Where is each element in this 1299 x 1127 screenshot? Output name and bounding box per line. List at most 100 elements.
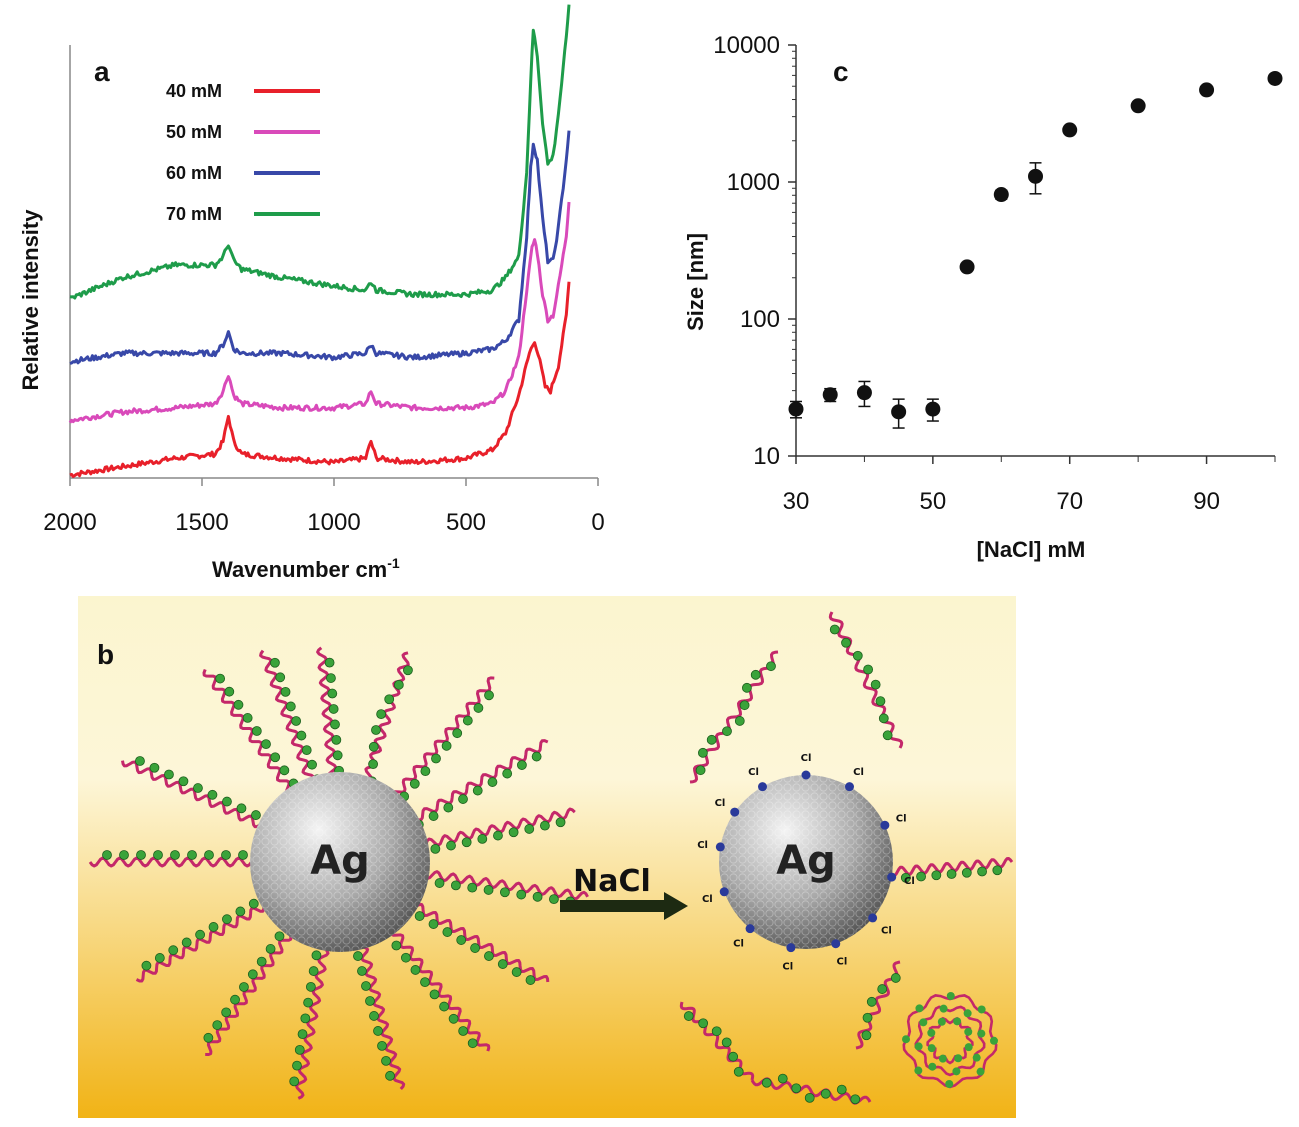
size-ticks: 10 100 1000 10000 30 50 70 90: [713, 32, 1276, 515]
charge-icon: [875, 696, 886, 707]
charge-icon: [181, 937, 192, 948]
charge-icon: [429, 989, 440, 1000]
size-data-point: [925, 401, 941, 417]
charge-icon: [728, 1051, 739, 1062]
charge-icon: [927, 1044, 936, 1053]
charge-icon: [361, 981, 371, 991]
polymer-strand-bound: [121, 756, 269, 829]
charge-icon: [458, 1026, 469, 1036]
charge-icon: [820, 1088, 831, 1099]
charge-icon: [265, 944, 276, 954]
chloride-ion-icon: [758, 782, 767, 792]
chloride-label: Cl: [853, 767, 864, 778]
charge-icon: [376, 709, 387, 720]
charge-icon: [946, 992, 955, 1001]
charge-icon: [722, 726, 732, 737]
silver-particle-coated: Ag: [250, 772, 430, 952]
reagent-label: NaCl: [573, 864, 651, 899]
charge-icon: [927, 1028, 936, 1037]
polymer-strand-free: [855, 960, 901, 1050]
chloride-label: Cl: [715, 798, 726, 809]
charge-icon: [368, 741, 379, 752]
charge-icon: [470, 943, 480, 953]
chloride-label: Cl: [733, 938, 744, 949]
polymer-coil: [902, 992, 998, 1089]
charge-icon: [154, 953, 165, 963]
charge-icon: [473, 703, 484, 713]
charge-icon: [483, 885, 494, 895]
charge-icon: [462, 715, 473, 726]
charge-icon: [291, 716, 302, 726]
charge-icon: [976, 1067, 985, 1076]
spectrum-y-axis-title: Relative intensity: [18, 209, 43, 391]
charge-icon: [939, 1004, 948, 1013]
charge-icon: [877, 984, 888, 994]
charge-icon: [448, 1013, 459, 1024]
charge-icon: [357, 966, 367, 976]
charge-icon: [502, 768, 513, 779]
schematic-panel: b Ag Ag Cl Cl Cl Cl Cl Cl Cl Cl Cl Cl Cl Cl NaCl: [78, 596, 1016, 1118]
size-panel: c 10 100 1000 10000 30 50 70 90 [NaCl] mM Size …: [683, 32, 1283, 562]
charge-icon: [452, 728, 463, 739]
charge-icon: [385, 1070, 395, 1081]
charge-icon: [964, 1043, 973, 1052]
charge-icon: [852, 650, 863, 661]
charge-icon: [698, 747, 708, 758]
charge-icon: [963, 1009, 972, 1018]
charge-icon: [900, 872, 911, 883]
size-y-tick-label: 100: [740, 306, 780, 333]
charge-icon: [353, 951, 363, 961]
spectrum-lines: [68, 4, 571, 478]
chloride-label: Cl: [881, 925, 892, 936]
charge-icon: [280, 686, 291, 697]
charge-icon: [706, 734, 717, 745]
charge-icon: [531, 751, 542, 762]
panel-b-letter: b: [97, 639, 114, 670]
charge-icon: [251, 726, 262, 736]
charge-icon: [401, 952, 411, 963]
size-data-point: [891, 404, 907, 420]
legend-label: 50 mM: [166, 122, 222, 142]
charge-icon: [487, 777, 498, 787]
charge-icon: [458, 794, 468, 804]
size-y-axis-title: Size [nm]: [683, 233, 708, 331]
size-points: [788, 70, 1283, 429]
size-y-tick-label: 1000: [727, 169, 780, 196]
charge-icon: [524, 824, 535, 834]
charge-icon: [870, 679, 881, 690]
charge-icon: [369, 1011, 379, 1021]
size-data-point: [959, 259, 975, 275]
size-y-tick-label: 10: [753, 443, 780, 470]
polymer-strand-bound: [388, 676, 495, 807]
charge-icon: [863, 664, 874, 675]
size-x-tick-label: 90: [1193, 488, 1220, 515]
size-y-tick-label: 10000: [713, 32, 780, 59]
charge-icon: [195, 929, 206, 940]
charge-icon: [484, 690, 494, 701]
charge-icon: [954, 1054, 963, 1063]
charge-icon: [368, 759, 378, 769]
charge-icon: [878, 713, 889, 724]
polymer-strand-bound: [289, 939, 330, 1100]
chloride-ion-icon: [786, 943, 796, 953]
charge-icon: [270, 752, 281, 763]
charge-icon: [248, 898, 259, 909]
charge-icon: [303, 997, 314, 1008]
charge-icon: [683, 1011, 694, 1021]
chloride-label: Cl: [904, 876, 915, 887]
polymer-strand-free: [888, 857, 1014, 883]
charge-icon: [945, 1079, 954, 1088]
charge-icon: [279, 765, 290, 776]
charge-icon: [977, 1005, 986, 1014]
charge-icon: [327, 688, 338, 699]
charge-icon: [952, 1067, 961, 1076]
legend-label: 70 mM: [166, 204, 222, 224]
charge-icon: [428, 811, 439, 821]
particle-label-right: Ag: [776, 838, 836, 884]
charge-icon: [953, 1017, 962, 1026]
legend-label: 40 mM: [166, 81, 222, 101]
charge-icon: [508, 827, 519, 838]
charge-icon: [221, 850, 231, 860]
polymer-strand-free: [689, 650, 779, 784]
